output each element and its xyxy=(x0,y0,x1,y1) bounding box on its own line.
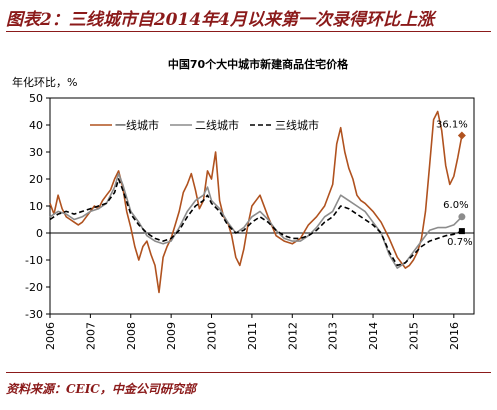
y-axis-label: 年化环比，% xyxy=(12,75,77,89)
x-tick-label: 2008 xyxy=(125,322,138,350)
x-tick-label: 2011 xyxy=(246,322,259,350)
end-marker-3 xyxy=(458,228,465,235)
y-tick-label: 50 xyxy=(29,92,43,105)
x-tick-label: 2012 xyxy=(286,322,299,350)
end-label-1: 36.1% xyxy=(436,120,468,131)
y-tick-label: 10 xyxy=(29,200,43,213)
source-rule xyxy=(6,372,491,373)
source-note: 资料来源：CEIC，中金公司研究部 xyxy=(6,382,196,396)
x-tick-label: 2006 xyxy=(44,322,57,350)
legend-label-1: 一线城市 xyxy=(115,118,159,132)
series-line-3 xyxy=(49,178,463,267)
x-tick-label: 2014 xyxy=(367,322,380,350)
y-tick-label: 0 xyxy=(36,227,43,240)
end-marker-1 xyxy=(457,131,466,140)
x-tick-label: 2016 xyxy=(448,322,461,350)
end-label-3: 0.7% xyxy=(447,237,472,248)
legend-label-3: 三线城市 xyxy=(275,118,319,132)
y-tick-label: -10 xyxy=(25,254,43,267)
axes: -30 -20 -10 0 10 20 30 40 50 2006 2007 2008 2009 2010… xyxy=(25,92,475,350)
end-label-2: 6.0% xyxy=(443,200,468,211)
y-tick-label: -30 xyxy=(25,308,43,321)
end-marker-2 xyxy=(458,213,466,221)
chart-title: 中国70个大中城市新建商品住宅价格 xyxy=(168,57,349,71)
series-layer: 36.1% 6.0% 0.7% xyxy=(49,110,473,294)
y-tick-label: 20 xyxy=(29,173,43,186)
x-tick-label: 2009 xyxy=(165,322,178,350)
plot-frame xyxy=(49,97,475,315)
legend-label-2: 二线城市 xyxy=(195,118,239,132)
x-tick-label: 2015 xyxy=(407,322,420,350)
x-tick-label: 2007 xyxy=(84,322,97,350)
title-rule xyxy=(6,31,491,32)
x-tick-label: 2010 xyxy=(206,322,219,350)
legend: 一线城市 二线城市 三线城市 xyxy=(90,118,319,132)
y-tick-label: 30 xyxy=(29,146,43,159)
y-tick-label: 40 xyxy=(29,119,43,132)
figure-title: 图表2：三线城市自2014年4月以来第一次录得环比上涨 xyxy=(6,10,434,30)
series-line-2 xyxy=(49,172,463,269)
x-tick-label: 2013 xyxy=(327,322,340,350)
y-tick-label: -20 xyxy=(25,281,43,294)
